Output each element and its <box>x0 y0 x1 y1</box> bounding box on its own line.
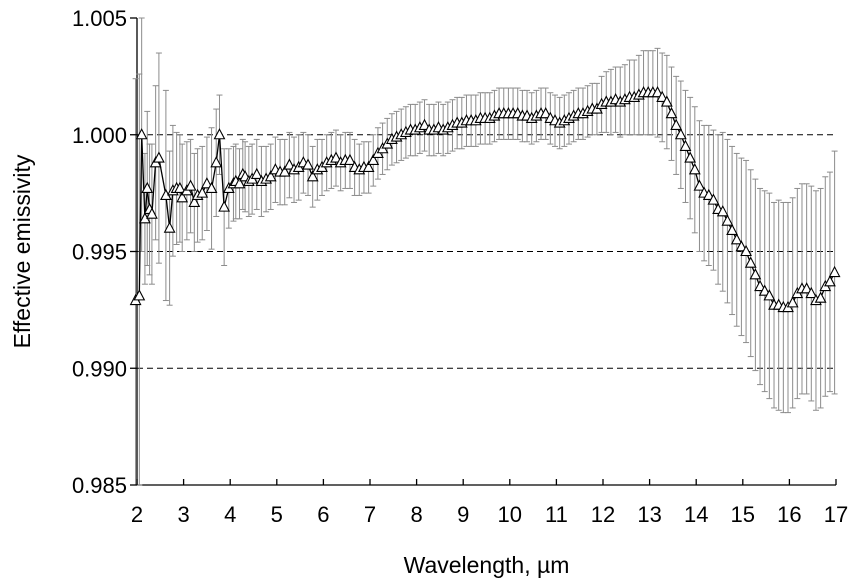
data-point-marker <box>184 179 197 191</box>
data-point-marker <box>367 153 380 165</box>
y-tick-label: 0.990 <box>72 356 127 381</box>
x-tick-label: 6 <box>317 502 329 527</box>
data-point-marker <box>283 158 296 170</box>
data-point-marker <box>344 153 356 165</box>
y-tick-label: 1.000 <box>72 123 127 148</box>
data-point-marker <box>763 289 776 301</box>
x-tick-label: 11 <box>545 502 568 527</box>
data-point-marker <box>665 107 678 119</box>
x-tick-label: 8 <box>410 502 422 527</box>
x-tick-label: 7 <box>364 502 376 527</box>
data-point-marker <box>213 128 226 140</box>
data-point-marker <box>828 265 841 278</box>
data-point-marker <box>707 193 720 205</box>
x-tick-label: 17 <box>824 502 848 527</box>
data-point-marker <box>749 268 762 280</box>
error-bar <box>132 78 139 486</box>
marker-layer <box>129 86 841 313</box>
data-point-marker <box>163 221 176 233</box>
data-point-marker <box>786 296 799 308</box>
data-point-marker <box>805 286 818 299</box>
x-tick-label: 15 <box>731 502 755 527</box>
data-point-marker <box>693 179 706 191</box>
data-point-marker <box>730 233 743 245</box>
data-point-marker <box>688 163 701 175</box>
tick-layer: 0.985 0.990 0.995 1.000 1.005 2 3 4 5 6 7 8 9 10 11 12 1… <box>72 6 848 527</box>
data-point-marker <box>196 186 209 198</box>
x-tick-label: 9 <box>457 502 469 527</box>
data-point-marker <box>758 284 771 296</box>
y-tick-label: 1.005 <box>72 6 127 31</box>
data-point-marker <box>670 118 683 130</box>
y-tick-label: 0.985 <box>72 473 127 498</box>
y-axis-title: Effective emissivity <box>9 154 35 348</box>
x-tick-label: 12 <box>591 502 615 527</box>
data-point-marker <box>656 90 669 102</box>
x-axis-title: Wavelength, µm <box>404 552 570 578</box>
data-point-marker <box>233 177 246 189</box>
x-tick-label: 4 <box>224 502 236 527</box>
data-point-marker <box>200 177 213 189</box>
data-point-marker <box>726 223 738 236</box>
data-point-marker <box>146 207 158 219</box>
data-point-marker <box>651 86 664 98</box>
data-point-marker <box>133 289 146 301</box>
x-tick-label: 13 <box>637 502 661 527</box>
data-point-marker <box>716 205 729 217</box>
data-point-marker <box>141 181 154 194</box>
data-point-marker <box>210 156 223 168</box>
x-tick-label: 2 <box>131 502 143 527</box>
data-point-marker <box>674 128 687 140</box>
data-point-marker <box>721 214 734 226</box>
x-tick-label: 5 <box>271 502 283 527</box>
y-tick-label: 0.995 <box>72 240 127 265</box>
data-point-marker <box>302 158 314 170</box>
data-point-marker <box>702 188 715 201</box>
data-point-marker <box>679 139 692 151</box>
data-point-marker <box>824 275 836 287</box>
data-point-marker <box>205 181 218 194</box>
data-point-marker <box>660 95 673 107</box>
data-point-marker <box>740 244 752 257</box>
data-point-marker <box>278 165 291 177</box>
data-point-marker <box>744 256 757 268</box>
data-point-marker <box>250 167 263 179</box>
data-point-marker <box>735 240 748 252</box>
data-point-marker <box>135 128 148 140</box>
data-point-marker <box>173 181 186 194</box>
data-point-marker <box>176 191 189 203</box>
data-point-marker <box>264 170 277 182</box>
data-point-marker <box>754 279 766 292</box>
data-point-marker <box>418 118 431 130</box>
data-point-marker <box>362 160 375 172</box>
x-tick-label: 3 <box>177 502 189 527</box>
data-point-marker <box>539 107 552 119</box>
data-point-marker <box>188 195 201 208</box>
x-tick-label: 16 <box>777 502 801 527</box>
x-tick-label: 14 <box>684 502 708 527</box>
data-point-marker <box>800 282 813 294</box>
x-tick-label: 10 <box>498 502 522 527</box>
data-point-marker <box>684 151 697 163</box>
data-point-marker <box>814 291 827 303</box>
data-point-marker <box>306 170 319 182</box>
data-point-marker <box>218 200 231 212</box>
data-point-marker <box>330 151 342 163</box>
data-point-marker <box>152 151 165 163</box>
